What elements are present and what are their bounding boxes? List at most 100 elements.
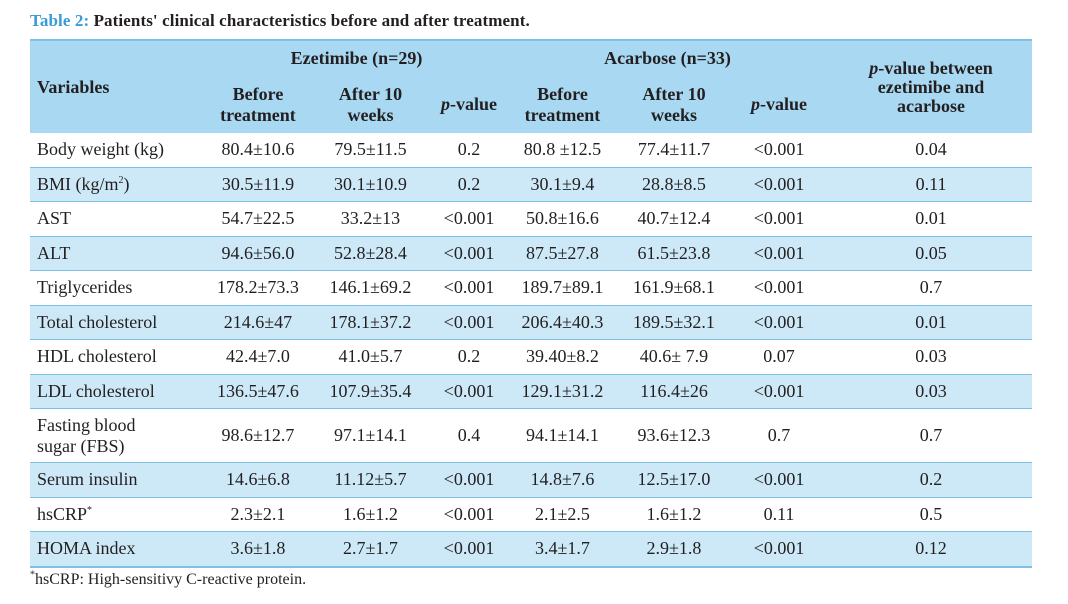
ezetimibe-pvalue-cell: <0.001	[433, 462, 505, 498]
ezetimibe-after-cell: 33.2±13	[308, 201, 433, 237]
ezetimibe-pvalue-cell: 0.2	[433, 339, 505, 375]
ezetimibe-before-cell: 30.5±11.9	[208, 167, 308, 202]
ezetimibe-before-cell: 80.4±10.6	[208, 133, 308, 168]
ezetimibe-after-cell: 52.8±28.4	[308, 236, 433, 271]
between-pvalue-cell: 0.2	[830, 462, 1033, 498]
ezetimibe-group-header: Ezetimibe (n=29)	[208, 39, 505, 76]
variable-cell: Serum insulin	[30, 462, 208, 498]
table-row: HDL cholesterol 42.4±7.0 41.0±5.7 0.2 39…	[30, 339, 1033, 375]
ezetimibe-after-cell: 146.1±69.2	[308, 270, 433, 306]
acarbose-after-header: After 10 weeks	[620, 76, 728, 133]
table-row: AST 54.7±22.5 33.2±13 <0.001 50.8±16.6 4…	[30, 201, 1033, 237]
acarbose-after-cell: 2.9±1.8	[620, 531, 728, 568]
acarbose-pvalue-cell: <0.001	[728, 236, 831, 271]
acarbose-pvalue-header: p-value	[728, 76, 831, 133]
between-pvalue-cell: 0.11	[830, 167, 1033, 202]
between-pvalue-cell: 0.12	[830, 531, 1033, 568]
acarbose-pvalue-cell: 0.7	[728, 408, 831, 463]
acarbose-pvalue-cell: <0.001	[728, 133, 831, 168]
acarbose-before-cell: 189.7±89.1	[505, 270, 620, 306]
clinical-characteristics-table: Variables Ezetimibe (n=29) Acarbose (n=3…	[30, 39, 1033, 568]
between-pvalue-cell: 0.01	[830, 201, 1033, 237]
variable-cell: HDL cholesterol	[30, 339, 208, 375]
ezetimibe-before-cell: 42.4±7.0	[208, 339, 308, 375]
acarbose-after-cell: 116.4±26	[620, 374, 728, 409]
between-pvalue-cell: 0.03	[830, 374, 1033, 409]
ezetimibe-pvalue-header: p-value	[433, 76, 505, 133]
acarbose-after-cell: 161.9±68.1	[620, 270, 728, 306]
ezetimibe-before-cell: 178.2±73.3	[208, 270, 308, 306]
acarbose-after-cell: 28.8±8.5	[620, 167, 728, 202]
acarbose-after-cell: 61.5±23.8	[620, 236, 728, 271]
table-footnote: *hsCRP: High-sensitivy C-reactive protei…	[30, 569, 307, 589]
table-title: Patients' clinical characteristics befor…	[93, 11, 530, 30]
acarbose-before-cell: 30.1±9.4	[505, 167, 620, 202]
acarbose-pvalue-cell: 0.11	[728, 497, 831, 532]
acarbose-pvalue-cell: <0.001	[728, 374, 831, 409]
variable-cell: hsCRP*	[30, 497, 208, 532]
table-label: Table 2:	[30, 11, 90, 30]
ezetimibe-before-cell: 54.7±22.5	[208, 201, 308, 237]
table-row: hsCRP* 2.3±2.1 1.6±1.2 <0.001 2.1±2.5 1.…	[30, 497, 1033, 532]
ezetimibe-pvalue-cell: <0.001	[433, 305, 505, 340]
between-pvalue-cell: 0.04	[830, 133, 1033, 168]
variable-cell: Fasting blood sugar (FBS)	[30, 408, 208, 463]
ezetimibe-after-header: After 10 weeks	[308, 76, 433, 133]
table-row: Serum insulin 14.6±6.8 11.12±5.7 <0.001 …	[30, 462, 1033, 498]
acarbose-pvalue-cell: <0.001	[728, 462, 831, 498]
variable-cell: LDL cholesterol	[30, 374, 208, 409]
ezetimibe-pvalue-cell: <0.001	[433, 236, 505, 271]
ezetimibe-before-cell: 3.6±1.8	[208, 531, 308, 568]
variable-cell: Body weight (kg)	[30, 133, 208, 168]
acarbose-after-cell: 189.5±32.1	[620, 305, 728, 340]
ezetimibe-before-header: Before treatment	[208, 76, 308, 133]
ezetimibe-after-cell: 79.5±11.5	[308, 133, 433, 168]
acarbose-after-cell: 93.6±12.3	[620, 408, 728, 463]
ezetimibe-after-cell: 1.6±1.2	[308, 497, 433, 532]
acarbose-before-cell: 129.1±31.2	[505, 374, 620, 409]
acarbose-after-cell: 1.6±1.2	[620, 497, 728, 532]
ezetimibe-after-cell: 107.9±35.4	[308, 374, 433, 409]
between-pvalue-cell: 0.7	[830, 270, 1033, 306]
ezetimibe-before-cell: 136.5±47.6	[208, 374, 308, 409]
table-row: BMI (kg/m2) 30.5±11.9 30.1±10.9 0.2 30.1…	[30, 167, 1033, 202]
acarbose-after-cell: 40.7±12.4	[620, 201, 728, 237]
ezetimibe-before-cell: 214.6±47	[208, 305, 308, 340]
acarbose-pvalue-cell: <0.001	[728, 167, 831, 202]
acarbose-after-cell: 12.5±17.0	[620, 462, 728, 498]
acarbose-before-cell: 2.1±2.5	[505, 497, 620, 532]
acarbose-pvalue-cell: <0.001	[728, 305, 831, 340]
between-pvalue-header: p-value between ezetimibe and acarbose	[830, 39, 1033, 133]
ezetimibe-pvalue-cell: <0.001	[433, 374, 505, 409]
ezetimibe-before-cell: 2.3±2.1	[208, 497, 308, 532]
acarbose-before-cell: 80.8 ±12.5	[505, 133, 620, 168]
acarbose-pvalue-cell: <0.001	[728, 270, 831, 306]
acarbose-after-cell: 40.6± 7.9	[620, 339, 728, 375]
between-pvalue-cell: 0.03	[830, 339, 1033, 375]
table-row: Triglycerides 178.2±73.3 146.1±69.2 <0.0…	[30, 270, 1033, 306]
ezetimibe-before-cell: 94.6±56.0	[208, 236, 308, 271]
acarbose-pvalue-cell: <0.001	[728, 531, 831, 568]
between-pvalue-cell: 0.5	[830, 497, 1033, 532]
variable-cell: Triglycerides	[30, 270, 208, 306]
variable-cell: AST	[30, 201, 208, 237]
acarbose-before-cell: 3.4±1.7	[505, 531, 620, 568]
ezetimibe-before-cell: 98.6±12.7	[208, 408, 308, 463]
between-pvalue-cell: 0.01	[830, 305, 1033, 340]
variable-cell: ALT	[30, 236, 208, 271]
variables-header: Variables	[30, 39, 208, 133]
header-row-subcolumns: Before treatment After 10 weeks p-value Be…	[30, 76, 1032, 133]
acarbose-before-header: Before treatment	[505, 76, 620, 133]
acarbose-before-cell: 94.1±14.1	[505, 408, 620, 463]
ezetimibe-after-cell: 2.7±1.7	[308, 531, 433, 568]
acarbose-group-header: Acarbose (n=33)	[505, 39, 831, 76]
footnote-text: hsCRP: High-sensitivy C-reactive protein…	[35, 571, 307, 588]
variable-cell: BMI (kg/m2)	[30, 167, 208, 202]
acarbose-before-cell: 206.4±40.3	[505, 305, 620, 340]
acarbose-before-cell: 50.8±16.6	[505, 201, 620, 237]
ezetimibe-after-cell: 11.12±5.7	[308, 462, 433, 498]
ezetimibe-after-cell: 30.1±10.9	[308, 167, 433, 202]
table-row: Fasting blood sugar (FBS) 98.6±12.7 97.1±…	[30, 408, 1033, 463]
footnote-mark: *	[30, 569, 35, 581]
between-pvalue-cell: 0.05	[830, 236, 1033, 271]
